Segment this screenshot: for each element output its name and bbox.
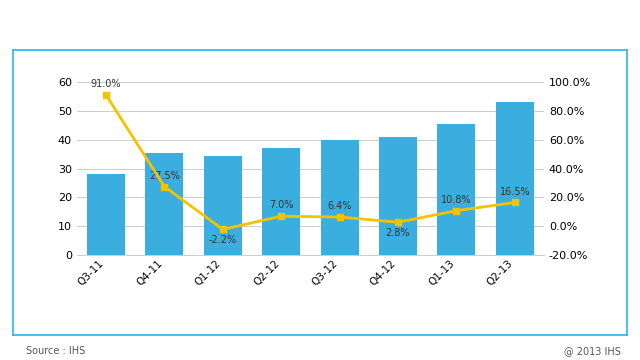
Bar (379, 137, 417, 255)
Bar (87, 174, 125, 255)
Text: OLED Display  Shipment by Unit (Mil.): OLED Display Shipment by Unit (Mil.) (25, 22, 320, 36)
Text: 2.8%: 2.8% (386, 228, 410, 238)
Text: -2.2%: -2.2% (209, 235, 237, 245)
Text: 7.0%: 7.0% (269, 201, 294, 210)
Text: 91.0%: 91.0% (91, 79, 121, 89)
Bar (262, 148, 300, 255)
Bar (204, 156, 242, 255)
Text: 16.5%: 16.5% (499, 187, 530, 197)
Text: 27.5%: 27.5% (149, 171, 180, 181)
Bar (496, 102, 534, 255)
Text: Source : IHS: Source : IHS (26, 346, 85, 356)
Bar (437, 124, 476, 255)
Text: @ 2013 IHS: @ 2013 IHS (564, 346, 621, 356)
Text: 6.4%: 6.4% (328, 201, 352, 211)
Bar (145, 153, 184, 255)
Bar (321, 140, 358, 255)
Text: 10.8%: 10.8% (441, 195, 472, 205)
